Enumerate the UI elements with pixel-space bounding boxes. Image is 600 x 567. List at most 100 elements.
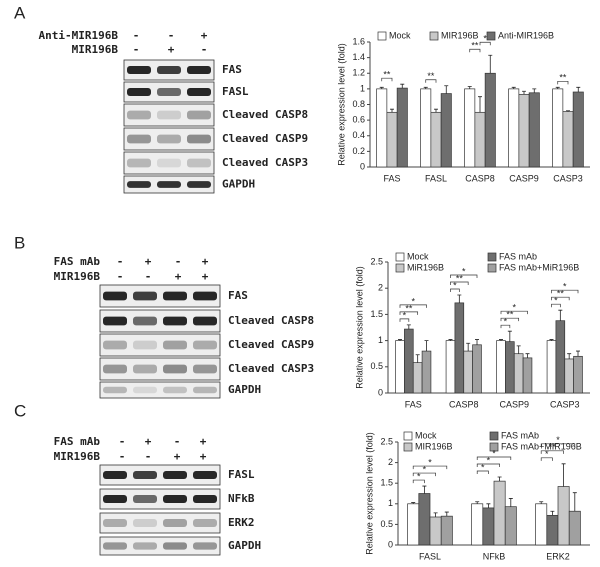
sig-bracket — [476, 456, 512, 461]
bar — [407, 503, 420, 546]
treatment-label: FAS mAb — [54, 435, 101, 448]
legend-swatch — [489, 431, 499, 441]
legend-label: Mock — [407, 251, 429, 261]
treatment-sign: + — [168, 43, 175, 56]
error-bar — [433, 512, 438, 517]
blot-frame — [99, 357, 221, 381]
x-tick-label: CASP8 — [465, 173, 495, 183]
treatment-sign: + — [175, 270, 182, 283]
blot-band — [187, 66, 211, 74]
band-label: GAPDH — [222, 178, 255, 191]
bar — [463, 350, 473, 394]
band-label: FASL — [228, 468, 255, 481]
sig-label: * — [423, 464, 427, 474]
blot-band — [133, 340, 157, 350]
error-bar — [539, 501, 544, 504]
bar — [555, 320, 566, 394]
blot-frame — [99, 284, 221, 308]
legend-swatch — [487, 252, 497, 262]
blot-band — [193, 364, 217, 374]
blot-band — [157, 88, 181, 96]
sig-label: ** — [427, 71, 435, 81]
error-bar — [422, 485, 427, 494]
treatment-sign: + — [202, 270, 209, 283]
bar — [445, 340, 456, 394]
y-tick-label: 0.6 — [352, 115, 365, 125]
band-label: GAPDH — [228, 383, 261, 396]
sig-label: ** — [383, 70, 391, 80]
bar — [440, 515, 453, 546]
bar — [573, 355, 583, 394]
sig-bracket — [412, 472, 436, 477]
bar — [429, 516, 442, 546]
x-tick-label: CASP9 — [499, 399, 529, 409]
blot-band — [133, 316, 157, 326]
y-tick-label: 0.5 — [380, 519, 393, 529]
treatment-sign: - — [133, 43, 140, 56]
error-bar — [511, 86, 516, 89]
treatment-sign: - — [145, 450, 152, 463]
panel-letter: C — [14, 401, 26, 420]
y-tick-label: 0 — [388, 539, 393, 549]
sig-bracket — [551, 296, 570, 301]
error-bar — [549, 339, 554, 341]
legend-label: FAS mAb — [501, 430, 539, 440]
y-tick-label: 1 — [388, 498, 393, 508]
band-label: Cleaved CASP3 — [228, 362, 314, 375]
bar — [464, 88, 476, 168]
treatment-sign: + — [145, 255, 152, 268]
sig-bracket — [425, 79, 437, 83]
treatment-sign: - — [168, 29, 175, 42]
error-bar — [423, 86, 428, 89]
treatment-label: Anti-MIR196B — [39, 29, 119, 42]
legend-label: Anti-MIR196B — [498, 30, 554, 40]
band-label: ERK2 — [228, 516, 255, 529]
bar — [454, 302, 465, 394]
x-tick-label: FAS — [405, 399, 422, 409]
x-tick-label: CASP3 — [553, 173, 583, 183]
legend-label: MIR196B — [415, 441, 453, 451]
error-bar — [475, 339, 480, 345]
bar — [505, 341, 515, 394]
blot-frame — [99, 309, 221, 333]
bar — [546, 514, 559, 546]
treatment-sign: + — [200, 450, 207, 463]
band-label: FAS — [222, 63, 242, 76]
x-tick-label: ERK2 — [546, 551, 570, 561]
y-tick-label: 0.2 — [352, 146, 365, 156]
x-tick-label: NFkB — [483, 551, 506, 561]
legend-label: MIR196B — [441, 30, 479, 40]
blot-frame — [99, 381, 221, 399]
bar — [420, 88, 432, 168]
treatment-sign: + — [145, 435, 152, 448]
treatment-label: MIR196B — [72, 43, 119, 56]
error-bar — [507, 330, 512, 342]
bar — [471, 503, 484, 546]
legend-swatch — [395, 263, 405, 273]
treatment-sign: - — [201, 43, 208, 56]
sig-bracket — [450, 274, 478, 279]
blot-band — [163, 519, 187, 527]
blot-band — [103, 386, 127, 394]
bar — [508, 88, 520, 168]
blot-band — [193, 386, 217, 394]
bar — [557, 486, 570, 546]
blot-band — [193, 519, 217, 527]
treatment-sign: + — [200, 435, 207, 448]
treatment-sign: + — [174, 450, 181, 463]
sig-bracket — [381, 77, 393, 82]
bar — [546, 340, 557, 394]
error-bar — [572, 492, 577, 512]
error-bar — [434, 108, 438, 113]
blot-band — [157, 66, 181, 74]
y-tick-label: 1.5 — [370, 309, 383, 319]
blot-band — [163, 542, 187, 550]
x-tick-label: FAS — [383, 173, 400, 183]
error-bar — [379, 86, 384, 89]
y-tick-label: 1.4 — [352, 52, 365, 62]
y-axis-label: Relative expression level (fold) — [336, 43, 346, 166]
legend-label: Mock — [389, 30, 411, 40]
treatment-label: MIR196B — [54, 450, 101, 463]
sig-bracket — [476, 463, 500, 468]
sig-bracket — [557, 80, 569, 85]
